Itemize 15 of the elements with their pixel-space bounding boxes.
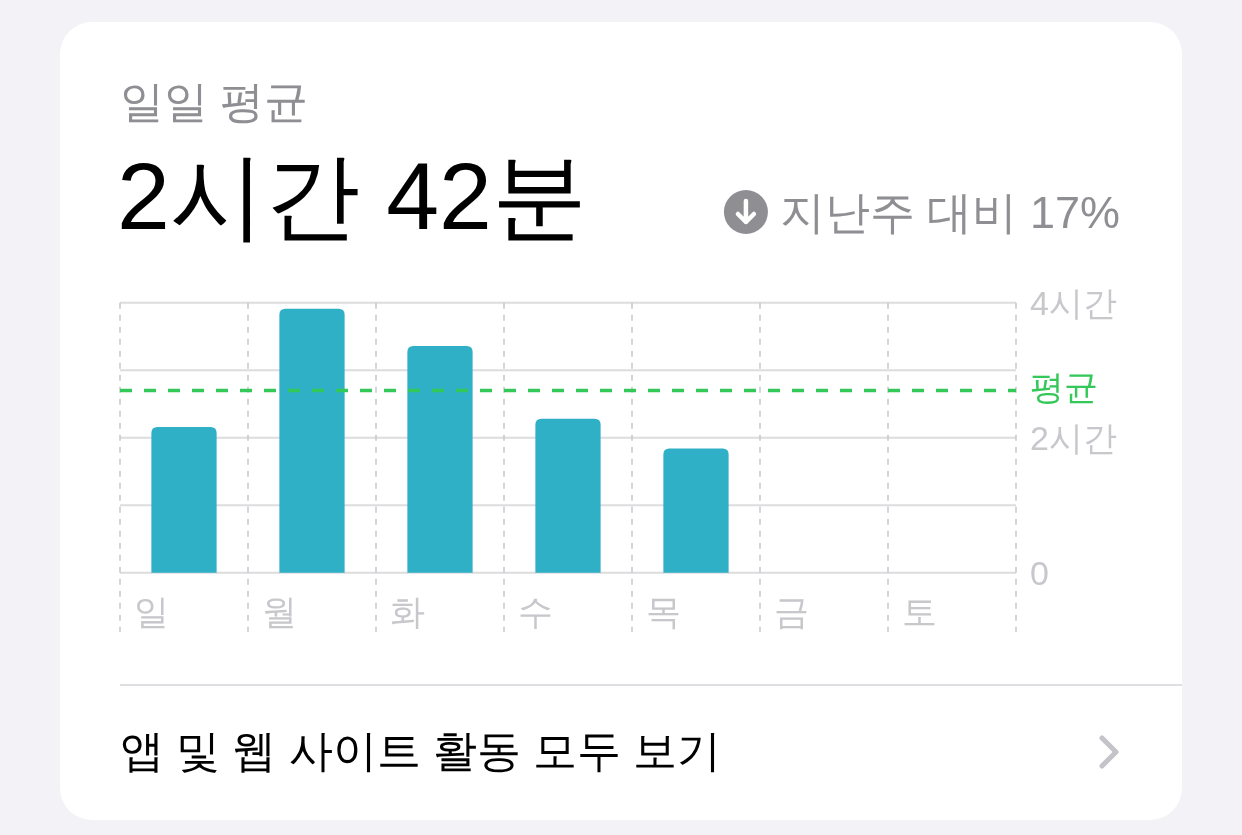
ytick-label: 2시간 [1030,418,1117,457]
xtick-label: 목 [646,592,681,631]
annotation: 지난주 대비 17% [779,187,1120,238]
xtick-label: 금 [774,592,809,631]
xtick-label: 월 [262,592,297,631]
xtick-label: 토 [902,592,937,631]
subtitle: 2시간 42분 [117,143,587,249]
title: 일일 평균 [120,77,309,126]
xtick-label: 화 [390,592,425,631]
xtick-label: 수 [518,592,553,631]
ytick-label: 4시간 [1030,283,1117,322]
annotation: 앱 및 웹 사이트 활동 모두 보기 [120,726,722,775]
xtick-label: 일 [134,592,169,631]
ref-line-label: 평균 [1030,368,1098,407]
ytick-label: 0 [1030,553,1049,592]
